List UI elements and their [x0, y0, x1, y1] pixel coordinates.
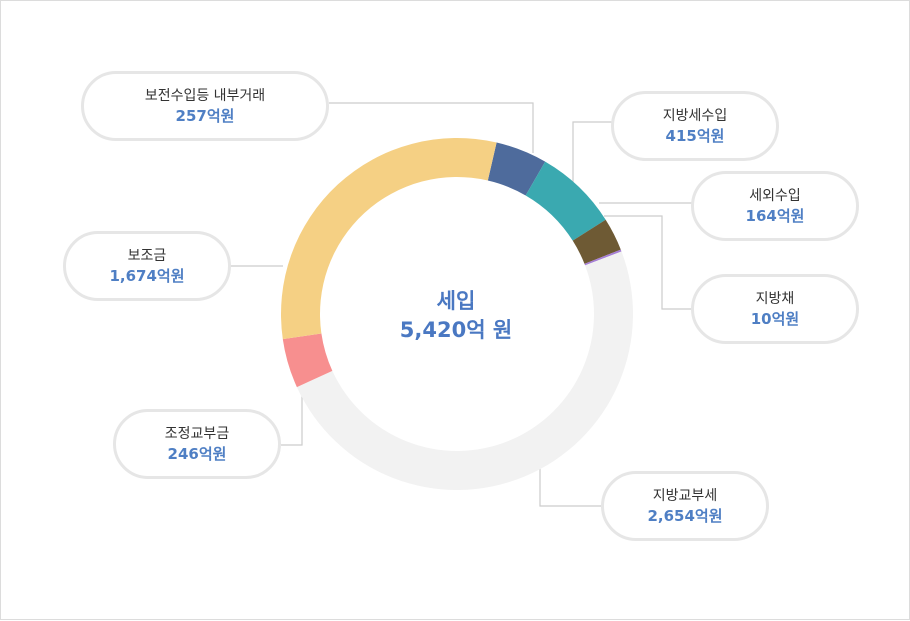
donut-slice-0	[487, 142, 546, 196]
donut-slice-4	[296, 251, 633, 490]
connector-lines	[231, 102, 693, 507]
callout-label: 세외수입	[749, 187, 801, 204]
callout-label: 보조금	[127, 247, 167, 264]
callout-internal-transfer: 보전수입등 내부거래 257억원	[81, 71, 329, 141]
donut-slice-2	[572, 219, 621, 264]
callout-value: 415억원	[665, 126, 725, 145]
connector-line-5	[281, 395, 303, 446]
center-title: 세입	[436, 289, 476, 313]
donut-slice-6	[280, 137, 497, 340]
callout-label: 보전수입등 내부거래	[144, 87, 266, 104]
donut-slice-3	[584, 249, 622, 266]
callout-value: 2,654억원	[647, 506, 723, 525]
callout-label: 지방세수입	[662, 107, 728, 124]
callout-adjustment-grant: 조정교부금 246억원	[113, 409, 281, 479]
callout-label: 조정교부금	[164, 425, 230, 442]
callout-local-tax: 지방세수입 415억원	[611, 91, 779, 161]
connector-line-3	[604, 215, 693, 310]
connector-line-4	[539, 463, 603, 507]
donut-slice-1	[525, 161, 606, 241]
callout-label: 지방교부세	[652, 487, 718, 504]
connector-line-0	[329, 102, 534, 153]
callout-label: 지방채	[755, 290, 795, 307]
donut-slice-5	[282, 333, 333, 388]
callout-local-grant-tax: 지방교부세 2,654억원	[601, 471, 769, 541]
callout-value: 10억원	[750, 309, 800, 328]
callout-value: 1,674억원	[109, 266, 185, 285]
connector-line-1	[572, 121, 613, 187]
callout-value: 257억원	[175, 106, 235, 125]
callout-local-bond: 지방채 10억원	[691, 274, 859, 344]
donut-ring	[280, 137, 633, 490]
callout-subsidy: 보조금 1,674억원	[63, 231, 231, 301]
center-total: 5,420억 원	[399, 318, 513, 342]
callout-value: 246억원	[167, 444, 227, 463]
callout-non-tax: 세외수입 164억원	[691, 171, 859, 241]
callout-value: 164억원	[745, 206, 805, 225]
